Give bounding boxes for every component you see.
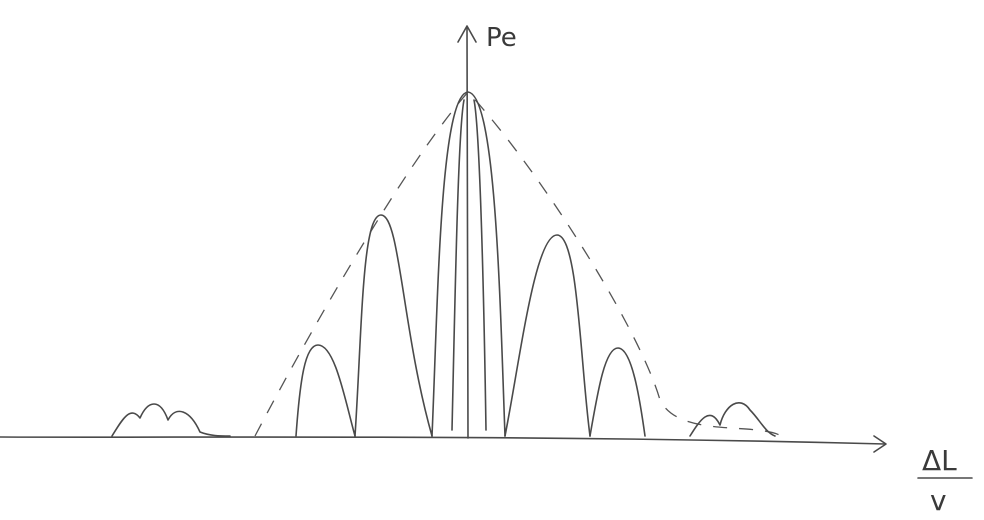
background [0,0,984,520]
y-axis-label: Pe [486,23,517,53]
y-axis [467,28,468,438]
page: Pe ΔL v (() => { const data = JSON.parse… [0,0,984,520]
x-axis-label-denominator: v [930,484,947,517]
x-axis-label-numerator: ΔL [922,444,957,477]
sketch: Pe ΔL v [0,0,984,520]
